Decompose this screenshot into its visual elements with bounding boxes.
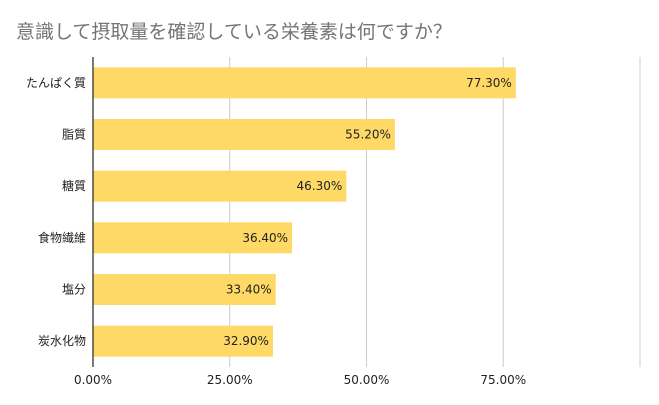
bar <box>93 222 293 254</box>
category-label: 脂質 <box>62 127 86 142</box>
category-label: 食物繊維 <box>38 230 86 245</box>
x-tick-label: 75.00% <box>480 373 526 387</box>
bar-value-label: 32.90% <box>223 334 269 348</box>
bar <box>93 119 395 150</box>
bars <box>93 67 516 357</box>
bar <box>93 170 347 202</box>
gridlines <box>229 57 641 367</box>
x-tick-label: 25.00% <box>207 373 253 387</box>
bar <box>93 274 276 305</box>
bar-value-label: 55.20% <box>345 128 391 142</box>
category-label: たんぱく質 <box>26 75 86 90</box>
bar <box>93 325 273 357</box>
category-label: 糖質 <box>62 178 86 193</box>
chart-title: 意識して摂取量を確認している栄養素は何ですか？ <box>16 21 452 43</box>
bar-value-label: 77.30% <box>466 76 512 90</box>
bar-value-label: 33.40% <box>226 283 272 297</box>
labels: 0.00% 25.00% 50.00% 75.00% 77.30% たんぱく質 55.20%… <box>26 57 526 387</box>
bar-value-label: 36.40% <box>242 231 288 245</box>
category-label: 炭水化物 <box>38 334 86 348</box>
x-tick-label: 0.00% <box>74 373 112 387</box>
x-tick-label: 50.00% <box>344 373 390 387</box>
bar-value-label: 46.30% <box>296 179 342 193</box>
category-label: 塩分 <box>62 282 86 297</box>
bar <box>93 67 516 99</box>
